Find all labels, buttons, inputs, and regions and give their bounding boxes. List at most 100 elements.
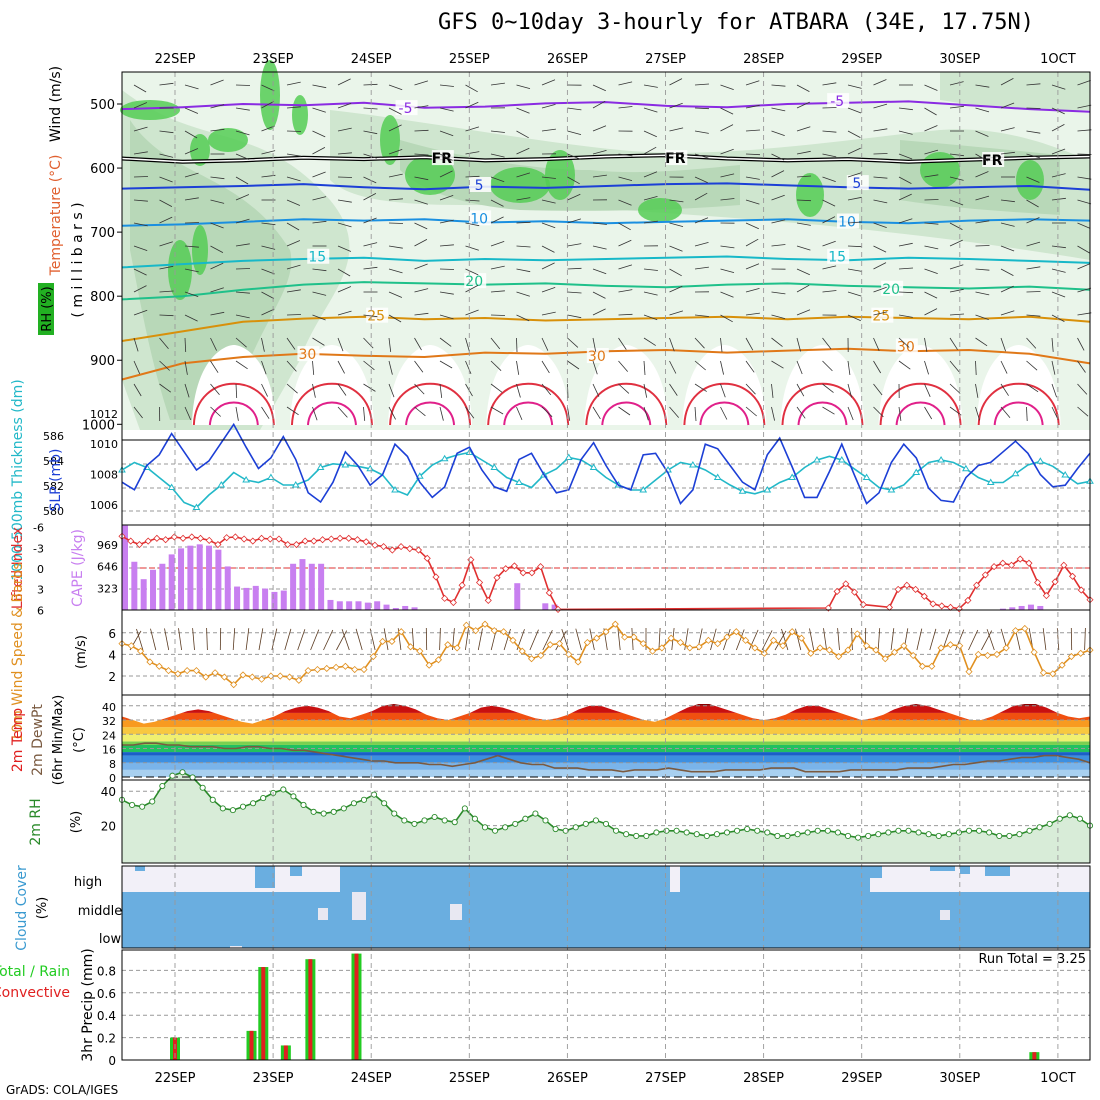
rh2m-series-point xyxy=(774,832,781,839)
wind-barb xyxy=(735,629,745,651)
wind-barb xyxy=(261,291,275,299)
wind-barb xyxy=(745,153,761,156)
wind-barb xyxy=(1077,360,1086,373)
rh2m-area xyxy=(122,772,1090,863)
lifted-index-series-point xyxy=(1042,592,1050,600)
wind-barb xyxy=(822,240,836,247)
contour-label: 15 xyxy=(828,250,846,266)
wind-barb xyxy=(618,199,632,206)
thickness-series-point xyxy=(167,483,176,490)
lifted-index-series-point xyxy=(467,556,475,564)
wind-barb xyxy=(210,337,217,351)
wind-speed-series-point xyxy=(323,664,331,673)
wind-barb xyxy=(414,222,428,230)
wind-speed-series-point xyxy=(360,665,368,674)
wind-barb xyxy=(1026,314,1041,317)
wind-speed-series-point xyxy=(760,649,768,657)
wind-barb xyxy=(1000,285,1014,293)
wind-barb xyxy=(337,383,347,396)
wind-barb xyxy=(986,629,995,651)
rh-high-blob xyxy=(120,100,180,120)
wind-barb xyxy=(949,176,964,181)
wind-speed-series-point xyxy=(230,681,238,689)
isotherm-35 xyxy=(977,382,1060,426)
wind-barb xyxy=(541,360,550,374)
wind-barb xyxy=(949,360,960,372)
wind-barb xyxy=(975,314,989,320)
wind-barb xyxy=(516,197,531,201)
wind-barb xyxy=(890,628,895,651)
rh2m-series-point xyxy=(290,793,297,800)
wind-barb xyxy=(1051,245,1066,249)
date-label-bottom: 27SEP xyxy=(645,1071,686,1086)
lifted-index-series-point xyxy=(336,534,344,542)
wind-barb xyxy=(924,125,938,132)
rh2m-series-point xyxy=(461,805,468,812)
li-tick-label: -3 xyxy=(33,542,44,555)
wind-barb xyxy=(133,126,148,132)
rh-high-blob xyxy=(920,152,960,188)
wind-barb xyxy=(975,337,988,347)
isotherm-40 xyxy=(699,401,750,426)
wind-barb xyxy=(592,174,607,178)
wind-barb xyxy=(694,107,710,110)
wind-barb xyxy=(822,107,837,109)
rh2m-series-point xyxy=(915,829,922,836)
lifted-index-series-point xyxy=(1077,586,1085,594)
wind-barb xyxy=(490,337,501,350)
wind-barb xyxy=(184,84,199,90)
wind-barb xyxy=(1077,263,1091,270)
isotherm-35 xyxy=(879,382,962,426)
rh2m-series-point xyxy=(189,774,196,781)
wind-barb xyxy=(567,218,582,224)
wind-speed-series-point xyxy=(155,662,163,670)
cape-bar xyxy=(271,591,278,610)
wind-speed-series-point xyxy=(379,637,387,646)
wind-barb xyxy=(336,630,348,651)
wind-barb xyxy=(541,287,556,293)
wind-barb xyxy=(745,337,754,351)
thickness-series-point xyxy=(217,481,226,488)
thickness-series-point xyxy=(192,503,201,510)
wind-barb xyxy=(949,313,965,316)
wind-barb xyxy=(388,406,396,420)
wind-barb xyxy=(337,337,344,352)
cloud-high-block xyxy=(870,866,882,878)
lifted-index-series-point xyxy=(223,534,231,542)
rh2m-series-point xyxy=(552,825,559,833)
dry-wedge xyxy=(976,345,1061,425)
wind-barb xyxy=(261,84,275,92)
wind-barb xyxy=(592,150,607,155)
wind-barb xyxy=(1026,266,1041,270)
wind-barb xyxy=(822,406,835,415)
wind-barb xyxy=(159,314,174,317)
wind-barb xyxy=(822,383,834,393)
precip-conv-bar xyxy=(354,953,359,1060)
wind-barb xyxy=(465,199,480,202)
wind-barb xyxy=(363,153,377,159)
wind-barb xyxy=(1051,360,1056,375)
wind-speed-series-point xyxy=(797,634,806,642)
date-label-top: 1OCT xyxy=(1040,52,1076,67)
cape-axis-label: CAPE (J/kg) xyxy=(70,529,86,607)
thickness-series-point xyxy=(341,461,350,468)
wind-barb xyxy=(235,107,250,111)
wind-barb xyxy=(575,628,582,651)
thickness-series-point xyxy=(490,463,499,470)
lifted-index-series-point xyxy=(423,554,431,562)
wind-barb xyxy=(720,360,724,375)
isotherm-35 xyxy=(290,382,373,426)
wind-barb xyxy=(745,129,761,132)
wind-barb xyxy=(1077,337,1085,351)
wind-barb xyxy=(286,406,299,416)
wind-barb xyxy=(822,216,836,224)
wind-speed-series-point xyxy=(965,668,973,676)
wind-barb xyxy=(694,83,710,86)
wind-barb xyxy=(1051,337,1054,352)
wind-speed-series-point xyxy=(621,633,629,641)
wind-barb xyxy=(924,308,938,316)
cloud-high-label: high xyxy=(74,875,102,890)
wind-barb xyxy=(133,84,147,93)
wind-barb xyxy=(490,265,505,270)
wind-barb xyxy=(465,222,480,227)
